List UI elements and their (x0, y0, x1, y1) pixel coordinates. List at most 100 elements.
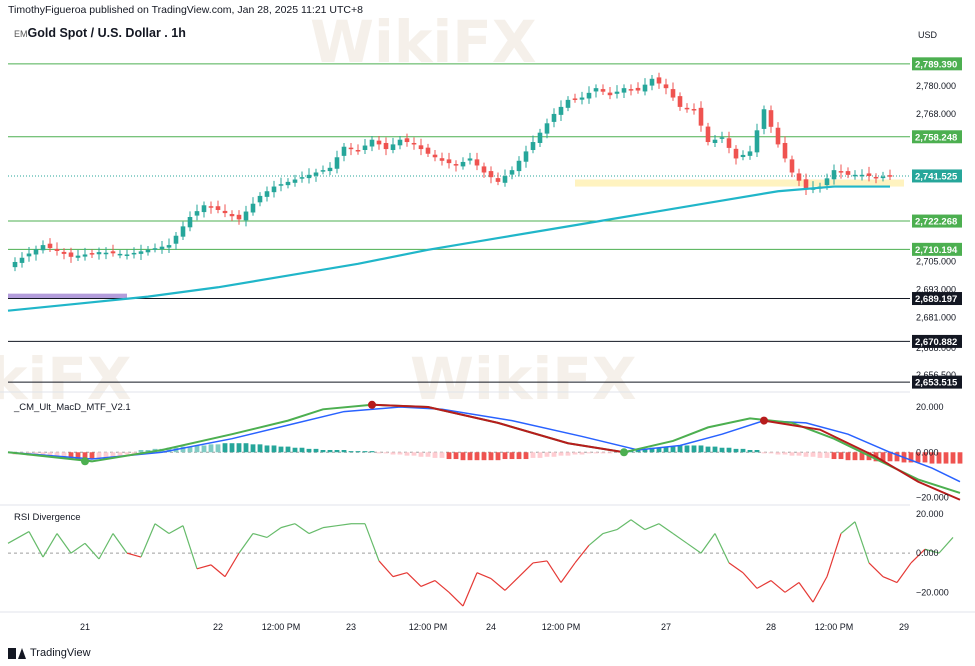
macd-histogram-bar (733, 448, 739, 453)
macd-histogram-bar (677, 445, 683, 453)
macd-histogram-bar (369, 451, 375, 453)
rsi-segment (560, 562, 576, 583)
candle-body (236, 214, 242, 220)
price-label-box (912, 214, 962, 228)
indicator-prefix: EM (14, 29, 28, 39)
rsi-segment (910, 548, 926, 564)
time-axis-label: 21 (80, 622, 90, 632)
macd-histogram-bar (390, 452, 396, 455)
candle-body (362, 145, 368, 151)
candle-body (600, 89, 606, 92)
candle-body (292, 179, 298, 183)
candle-body (54, 248, 60, 251)
rsi-segment (868, 562, 884, 578)
candle-body (229, 214, 235, 217)
macd-histogram-bar (285, 446, 291, 453)
macd-histogram-bar (89, 452, 95, 460)
macd-histogram-bar (278, 446, 284, 453)
time-axis: 21 22 12:00 PM 23 12:00 PM 24 12:00 PM 27 28 12:0… (80, 622, 909, 632)
macd-histogram-bar (201, 445, 207, 453)
time-axis-label: 12:00 PM (409, 622, 448, 632)
candle-body (635, 87, 641, 91)
purple-zone (8, 293, 127, 299)
candle-body (425, 147, 431, 154)
rsi-segment (280, 523, 296, 529)
macd-histogram-bar (383, 452, 389, 454)
price-label: 2,670.882 (915, 337, 957, 348)
tradingview-brand[interactable]: TradingView (8, 647, 91, 659)
candle-body (159, 246, 165, 250)
candle-body (40, 245, 46, 251)
macd-histogram-bar (439, 452, 445, 458)
rsi-segment (924, 548, 940, 554)
macd-histogram-bar (446, 452, 452, 460)
rsi-segment (84, 542, 100, 560)
macd-histogram-bar (397, 452, 403, 455)
macd-histogram-bar (649, 447, 655, 453)
candle-body (187, 217, 193, 228)
candle-body (222, 210, 228, 214)
macd-histogram-bar (194, 445, 200, 453)
candle-body (19, 257, 25, 263)
macd-histogram-bar (915, 452, 921, 463)
symbol-title[interactable]: EMGold Spot / U.S. Dollar . 1h (14, 26, 186, 40)
price-tick-label: 2,656.500 (916, 370, 956, 380)
rsi-segment (266, 527, 282, 538)
rsi-pane-label[interactable]: RSI Divergence (14, 512, 81, 523)
price-tick-label: 2,768.000 (916, 109, 956, 119)
macd-histogram-bar (250, 444, 256, 453)
macd-histogram-bar (782, 452, 788, 455)
macd-histogram-bar (768, 452, 774, 454)
rsi-segment (812, 576, 828, 603)
rsi-segment (588, 533, 604, 546)
candle-body (481, 166, 487, 173)
candle-body (355, 150, 361, 152)
macd-histogram-bar (726, 447, 732, 453)
candle-body (642, 84, 648, 92)
rsi-segment (378, 560, 394, 578)
macd-histogram-bar (747, 450, 753, 453)
rsi-segment (714, 533, 730, 564)
rsi-segment (574, 544, 590, 564)
candle-body (257, 195, 263, 203)
rsi-segment (168, 525, 184, 535)
candle-body (82, 254, 88, 257)
time-axis-label: 12:00 PM (542, 622, 581, 632)
candle-body (369, 139, 375, 147)
macd-histogram-bar (803, 452, 809, 457)
macd-histogram-bar (467, 452, 473, 461)
candle-body (831, 170, 837, 180)
macd-histogram-bar (110, 452, 116, 457)
rsi-segment (616, 519, 632, 531)
macd-cross-point (81, 457, 89, 466)
macd-histogram-bar (845, 452, 851, 461)
macd-histogram-bar (453, 452, 459, 460)
price-label: 2,722.268 (915, 217, 957, 228)
price-label: 2,689.197 (915, 294, 957, 305)
price-tick-label: 2,668.000 (916, 343, 956, 353)
macd-histogram-bar (166, 447, 172, 453)
candle-body (474, 159, 480, 166)
candle-body (663, 84, 669, 89)
time-axis-label: 29 (899, 622, 909, 632)
candle-body (607, 92, 613, 96)
macd-pane-label[interactable]: _CM_Ult_MacD_MTF_V2.1 (14, 402, 131, 413)
macd-histogram-bar (495, 452, 501, 461)
candle-body (593, 88, 599, 92)
rsi-segment (658, 523, 674, 535)
macd-histogram-bar (418, 452, 424, 457)
macd-tick-label: 20.000 (916, 402, 944, 412)
price-scale-labels: 2,780.000 2,705.000 2,693.000 2,681.000 2,76… (912, 57, 962, 597)
candle-body (502, 176, 508, 183)
macd-histogram-bar (530, 452, 536, 458)
macd-histogram-bar (922, 452, 928, 463)
macd-histogram-bar (705, 446, 711, 453)
candle-body (873, 176, 879, 179)
candle-body (404, 138, 410, 143)
candle-body (775, 127, 781, 145)
rsi-segment (476, 572, 492, 580)
macd-histogram-bar (796, 452, 802, 456)
candle-body (712, 139, 718, 143)
macd-histogram-bar (817, 452, 823, 458)
